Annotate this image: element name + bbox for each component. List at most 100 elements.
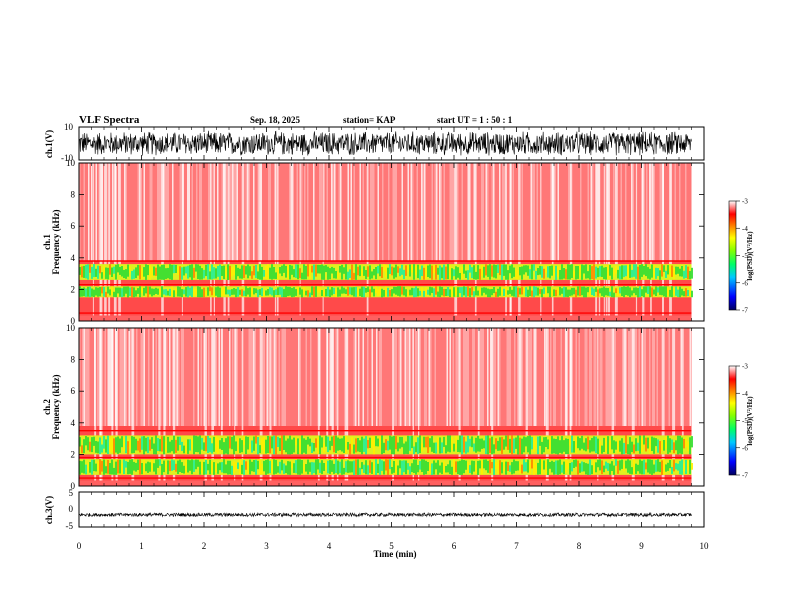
ch1-spec-band-cell (157, 264, 159, 280)
ch1-spec-column (188, 163, 190, 261)
ch2-spec-column (437, 328, 439, 426)
ch2-spec-band-cell (327, 460, 329, 474)
ch1-spec-column (631, 163, 633, 261)
ch1-spec-band-cell (585, 264, 587, 279)
ch1-spec-column (560, 163, 562, 261)
ch1-spec-band-cell (221, 287, 223, 297)
ch1-spec-column (578, 163, 580, 261)
ch2-spec-band-cell (241, 440, 243, 453)
ch1-spec-column (667, 163, 669, 261)
ch2-spec-column (85, 328, 87, 426)
ch2-spec-band-cell (573, 459, 575, 468)
ch2-spec-band-cell (331, 460, 333, 472)
ch1-spec-column (244, 163, 246, 261)
ch2-spec-column (214, 328, 216, 426)
ch1-spec-band-cell (101, 272, 103, 279)
ch1-spec-band-cell (401, 286, 403, 295)
ch1-spec-column (281, 163, 283, 261)
ch2-spec-column (224, 328, 226, 426)
ch1-spec-band-cell (115, 264, 117, 280)
ch2-spec-band-cell (141, 463, 143, 475)
ch1-spec-band-cell (123, 286, 125, 297)
ch1-spec-band-cell (315, 286, 317, 297)
ch1-spec-column (626, 163, 628, 261)
ch1-spec-band-cell (643, 286, 645, 298)
ch1-spec-column (445, 163, 447, 261)
ch1-spec-band-cell (599, 288, 601, 294)
ch1-spec-band-cell (135, 290, 137, 297)
ch1-spec-column (328, 163, 330, 261)
ch2-spec-band-cell (97, 441, 99, 454)
ch1-spec-band-cell (469, 264, 471, 273)
ch2-spec-band-cell (393, 461, 395, 473)
ch1-spec-streak (258, 163, 262, 321)
ch1-spec-column (292, 163, 294, 261)
ch2-spec-band-cell (447, 435, 449, 452)
ch1-spec-band-cell (521, 266, 523, 280)
ch2-spec-column (95, 328, 97, 426)
ch2-spec-band-cell (167, 460, 169, 475)
ch1-spec-band-cell (93, 289, 95, 297)
ch2-spec-band-cell (257, 460, 259, 470)
ch1-spec-band-cell (317, 264, 319, 274)
ch1-spec-column (550, 163, 552, 261)
ch2-spec-column (179, 328, 181, 426)
ch2-spec-band-cell (111, 459, 113, 475)
ch2-colorbar-tick-label: -6 (742, 444, 748, 452)
ch1-spec-band-cell (105, 267, 107, 279)
ch1-spec-band-cell (633, 287, 635, 294)
ch2-spec-band-cell (271, 436, 273, 449)
ch1-spec-band-cell (185, 266, 187, 274)
ch2-spec-band-cell (239, 438, 241, 453)
ch2-spec-streak (172, 328, 176, 486)
ch1-spec-column (418, 163, 420, 261)
ch1-spec-band-cell (515, 286, 517, 298)
ch1-spec-band-cell (339, 266, 341, 273)
ch1-spec-band-cell (455, 266, 457, 280)
ch2-spec-band-cell (649, 459, 651, 474)
ch1-spec-band-cell (665, 286, 667, 298)
ch1-spec-column (538, 163, 540, 261)
ch2-spec-column (446, 328, 448, 426)
ch2-spec-column (199, 328, 201, 426)
ch2-spec-band-cell (643, 435, 645, 445)
ch1-spec-column (430, 163, 432, 261)
ch2-spec-column (584, 328, 586, 426)
ch2-spec-column (274, 328, 276, 426)
ch2-spec-band-cell (563, 461, 565, 475)
ch1-spec-band-cell (255, 288, 257, 294)
ch1-spec-column (403, 163, 405, 261)
ch2-spec-band-cell (477, 460, 479, 475)
ch2-spec-column (680, 328, 682, 426)
ch1-spec-column (464, 163, 466, 261)
ch1-spec-band-cell (97, 287, 99, 297)
ch2-spec-column (431, 328, 433, 426)
ch2-spec-band-cell (659, 441, 661, 454)
ch2-spec-column (455, 328, 457, 426)
ch1-spec-column (437, 163, 439, 261)
ch2-spec-column (638, 328, 640, 426)
ch1-spec-column (677, 163, 679, 261)
ch2-spec-band-cell (175, 463, 177, 472)
ch1-spec-band-cell (299, 287, 301, 295)
ch2-spec-band-cell (377, 463, 379, 473)
ch2-spec-band-cell (667, 462, 669, 471)
ch1-spec-column (535, 163, 537, 261)
ch2-spec-band-cell (477, 435, 479, 452)
ch1-spec-band-cell (195, 289, 197, 296)
ch2-spec-column (175, 328, 177, 426)
ch2-spec-band-cell (343, 467, 345, 475)
ch1-spec-band-cell (133, 287, 135, 298)
ch2-spec-band-cell (603, 465, 605, 473)
ch1-spec-column (644, 163, 646, 261)
ch1-spec-band-cell (433, 288, 435, 297)
ch1-spec-band-cell (477, 265, 479, 280)
ch2-spec-band-cell (297, 459, 299, 475)
ch2-spec-band-cell (205, 436, 207, 452)
ch1-spec-band-cell (153, 266, 155, 276)
ch2-spec-streak (564, 328, 567, 486)
ch1-spec-column (446, 163, 448, 261)
ch2-spec-band-cell (115, 437, 117, 453)
ch1-spec-column (514, 163, 516, 261)
ch1-spec-band-cell (249, 266, 251, 276)
